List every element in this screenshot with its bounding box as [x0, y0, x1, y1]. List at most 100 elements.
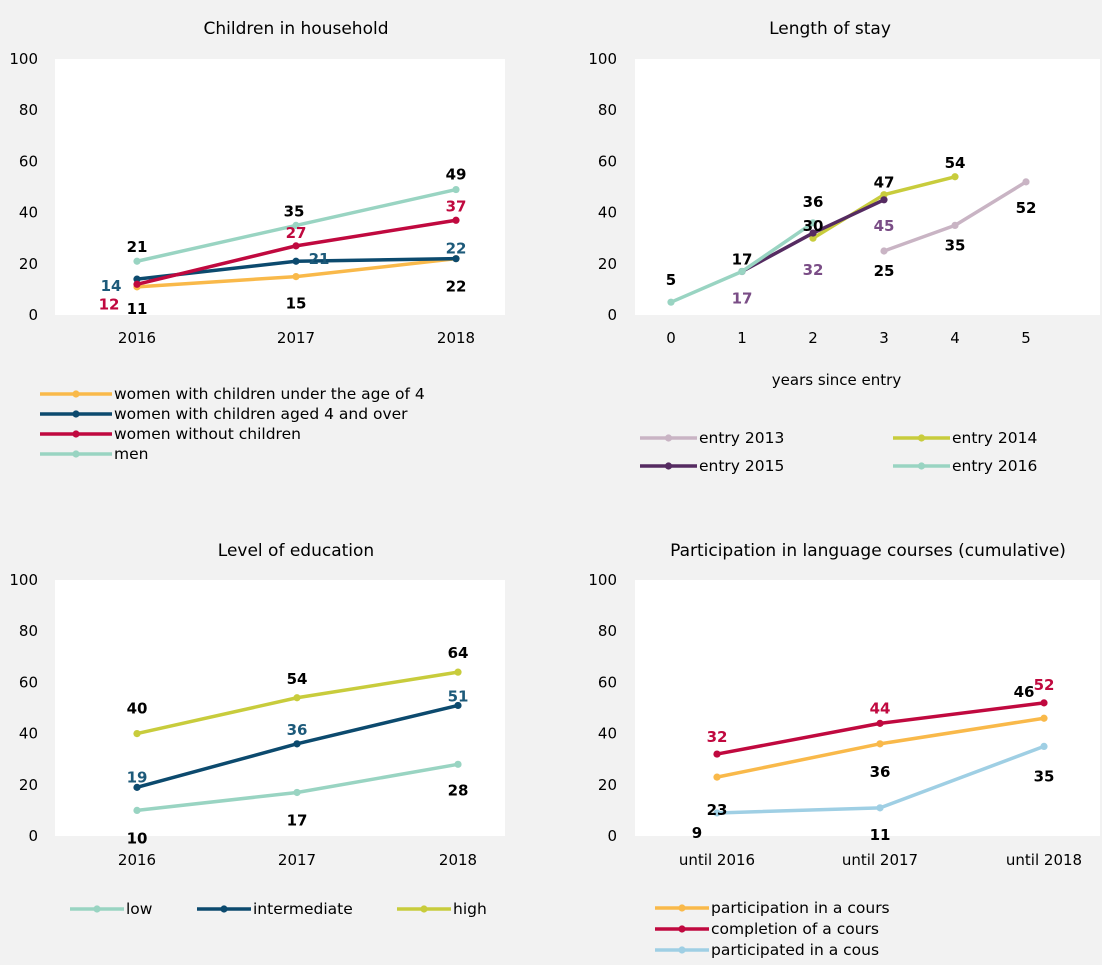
y-tick-label: 20: [19, 255, 38, 273]
data-point: [1040, 742, 1048, 751]
data-point: [951, 173, 959, 181]
data-label: 11: [870, 826, 891, 844]
legend-label: women with children under the age of 4: [114, 385, 425, 403]
y-tick-label: 40: [598, 204, 617, 222]
legend-label: intermediate: [253, 900, 353, 918]
x-tick-label: 2018: [439, 851, 477, 869]
data-label: 46: [1014, 683, 1035, 701]
data-point: [452, 216, 460, 224]
data-label: 9: [692, 824, 702, 842]
y-tick-label: 40: [19, 204, 38, 222]
legend-marker: [917, 462, 926, 470]
data-label: 36: [287, 721, 308, 739]
y-tick-label: 60: [598, 152, 617, 170]
data-point: [713, 809, 721, 817]
legend-marker: [220, 905, 228, 913]
y-tick-label: 80: [19, 101, 38, 119]
legend-label: entry 2014: [952, 429, 1037, 447]
data-point: [133, 730, 141, 738]
data-point: [292, 273, 300, 281]
chart-title: Participation in language courses (cumul…: [670, 541, 1066, 561]
data-label: 40: [127, 700, 148, 718]
y-tick-label: 100: [9, 571, 38, 589]
legend-item: intermediate: [197, 900, 353, 918]
data-point: [880, 196, 888, 204]
data-label: 32: [707, 728, 728, 746]
legend-marker: [678, 946, 686, 954]
legend-marker: [72, 390, 80, 398]
series-1: [713, 714, 1048, 781]
x-axis-title: years since entry: [772, 371, 902, 389]
data-point: [133, 275, 141, 283]
legend-label: low: [126, 900, 153, 918]
data-point: [738, 267, 746, 276]
data-point: [876, 740, 884, 748]
y-tick-label: 100: [588, 50, 617, 68]
legend-label: entry 2015: [699, 457, 784, 475]
data-point: [713, 773, 721, 781]
data-point: [880, 191, 888, 199]
plot-area: [635, 580, 1100, 836]
legend-item: entry 2015: [640, 457, 784, 475]
y-tick-label: 20: [598, 255, 617, 273]
data-label: 54: [287, 670, 308, 688]
data-label: 49: [446, 166, 467, 184]
legend-marker: [420, 905, 428, 913]
data-label: 17: [732, 289, 753, 307]
data-point: [292, 221, 300, 229]
legend-label: completion of a cours: [711, 920, 879, 938]
chart-panel-4: Participation in language courses (cumul…: [588, 541, 1100, 959]
data-label: 5: [666, 271, 676, 289]
legend-marker: [93, 905, 101, 913]
data-label: 17: [287, 811, 308, 829]
data-label: 32: [803, 261, 824, 279]
data-label: 23: [707, 801, 728, 819]
x-tick-label: 5: [1021, 329, 1031, 347]
series-2: [713, 699, 1048, 758]
y-tick-label: 60: [19, 152, 38, 170]
y-tick-label: 100: [588, 571, 617, 589]
data-point: [292, 242, 300, 250]
data-label: 28: [448, 781, 469, 799]
y-tick-label: 0: [28, 827, 38, 845]
legend-item: men: [40, 445, 148, 463]
legend-label: women with children aged 4 and over: [114, 405, 408, 423]
data-label: 21: [309, 250, 330, 268]
data-point: [293, 788, 301, 797]
x-tick-label: 3: [879, 329, 889, 347]
legend-item: women with children under the age of 4: [40, 385, 425, 403]
series-3: [133, 216, 460, 288]
data-label: 52: [1034, 676, 1055, 694]
chart-panel-1: Children in household 0 20 40 60 80 100 2016 201…: [9, 19, 505, 463]
plot-area: [55, 580, 505, 836]
legend-item: women without children: [40, 425, 301, 443]
data-point: [454, 668, 462, 676]
data-label: 64: [448, 644, 469, 662]
data-label: 15: [286, 295, 307, 313]
data-point: [133, 257, 141, 265]
series-1: [880, 178, 1030, 255]
y-tick-label: 80: [598, 101, 617, 119]
legend-item: completion of a cours: [655, 920, 879, 938]
data-label: 14: [101, 277, 122, 295]
series-3: [133, 668, 462, 738]
data-point: [1040, 699, 1048, 707]
data-point: [454, 760, 462, 768]
data-point: [452, 185, 460, 194]
data-point: [292, 257, 300, 265]
data-label: 35: [1034, 767, 1055, 785]
data-point: [133, 280, 141, 288]
data-point: [133, 806, 141, 815]
data-label: 36: [803, 193, 824, 211]
y-tick-label: 40: [598, 725, 617, 743]
y-tick-label: 0: [607, 306, 617, 324]
x-tick-label: until 2018: [1006, 851, 1082, 869]
data-point: [713, 750, 721, 758]
legend-label: women without children: [114, 425, 301, 443]
y-tick-label: 60: [19, 673, 38, 691]
legend-item: women with children aged 4 and over: [40, 405, 408, 423]
data-label: 22: [446, 278, 467, 296]
data-point: [667, 298, 675, 306]
